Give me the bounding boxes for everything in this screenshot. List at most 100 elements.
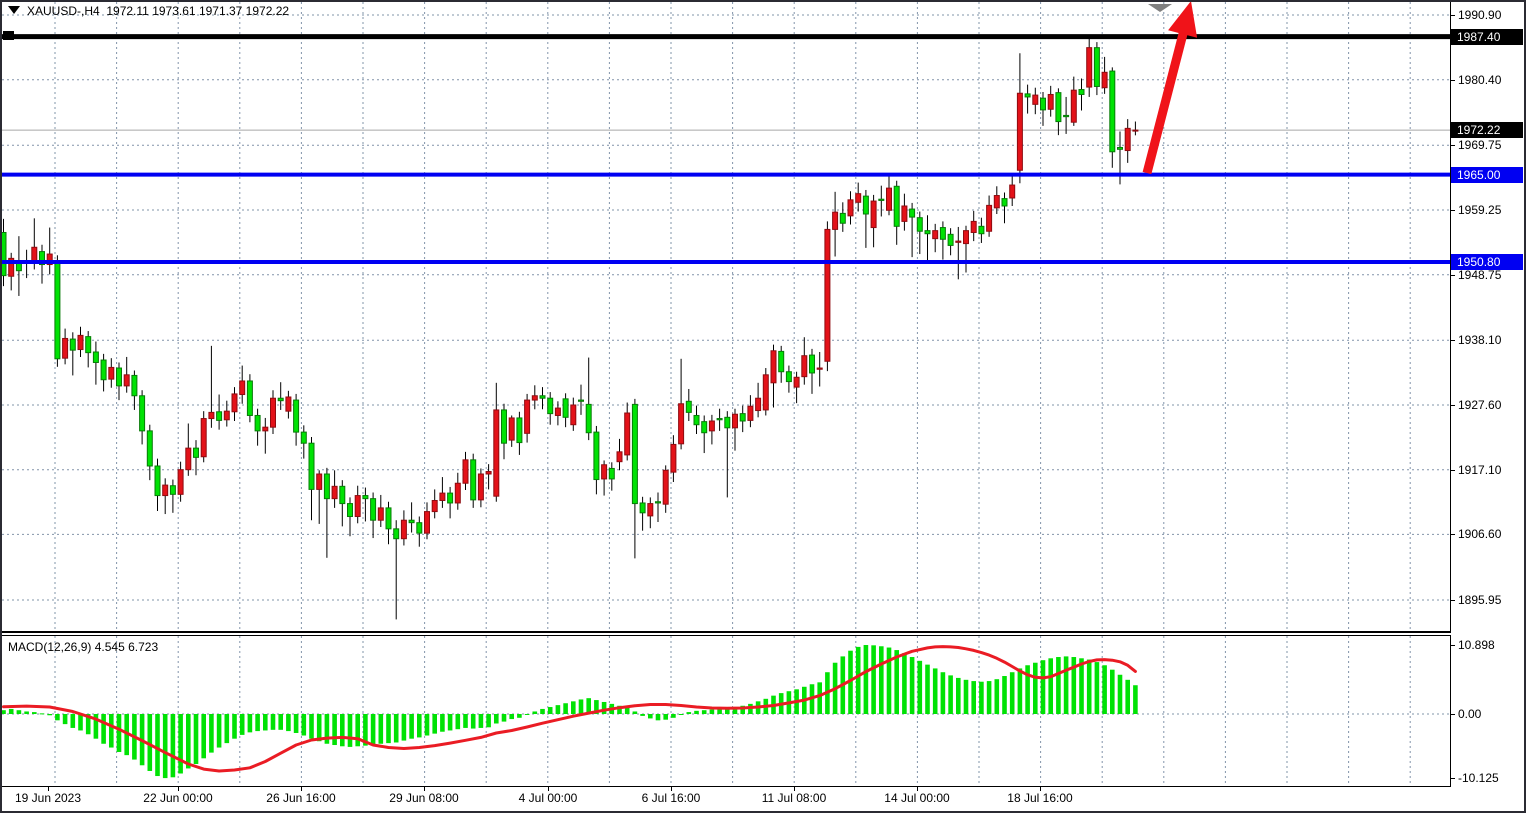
time-axis[interactable]: 19 Jun 2023 22 Jun 00:00 26 Jun 16:00 29 Ju… <box>2 787 1524 811</box>
bull-candle <box>662 469 669 505</box>
line-anchor-square[interactable] <box>3 31 14 40</box>
bear-candle <box>685 400 692 413</box>
bull-candle <box>377 507 384 521</box>
bear-candle <box>739 413 746 422</box>
bear-candle <box>939 227 946 240</box>
low-value: 1971.37 <box>198 4 243 18</box>
bull-candle <box>208 411 215 420</box>
time-axis-tick <box>548 787 549 791</box>
bull-candle <box>431 499 438 513</box>
bull-candle <box>770 350 777 384</box>
bear-candle <box>1109 70 1116 153</box>
bear-candle <box>169 485 176 495</box>
bull-candle <box>285 396 292 412</box>
price-axis[interactable]: 1990.90 1980.40 1969.75 1959.25 1948.75 1938.… <box>1451 2 1524 787</box>
axis-tick <box>1451 79 1455 81</box>
bear-candle <box>246 380 253 416</box>
bear-candle <box>146 430 153 467</box>
bear-candle <box>593 431 600 481</box>
trend-arrow-up[interactable] <box>1142 2 1198 175</box>
bear-candle <box>978 225 985 235</box>
bear-candle <box>408 519 415 524</box>
time-tick-label: 6 Jul 16:00 <box>641 791 701 805</box>
bull-candle <box>331 485 338 500</box>
bear-candle <box>92 351 99 363</box>
bull-candle <box>747 405 754 421</box>
bull-candle <box>185 447 192 471</box>
time-tick-label: 26 Jun 16:00 <box>266 791 336 805</box>
bear-candle <box>701 421 708 434</box>
price-badge-1972.22: 1972.22 <box>1451 122 1523 139</box>
bull-candle <box>993 195 1000 209</box>
bull-candle <box>986 204 993 232</box>
candlestick-chart[interactable] <box>2 2 1450 631</box>
bear-candle <box>362 495 369 500</box>
macd-params-label: MACD(12,26,9) <box>8 640 92 654</box>
bull-candle <box>1086 47 1093 88</box>
bear-candle <box>862 195 869 215</box>
macd-indicator-panel[interactable] <box>2 636 1451 787</box>
macd-signal-value: 6.723 <box>128 640 159 654</box>
price-chart-panel[interactable] <box>2 2 1451 631</box>
axis-tick <box>1451 645 1455 647</box>
bear-candle <box>1024 93 1031 98</box>
bull-candle <box>955 240 962 243</box>
bear-candle <box>539 395 546 399</box>
macd-histogram <box>2 645 1138 779</box>
bear-candle <box>1093 47 1100 87</box>
bear-candle <box>562 398 569 418</box>
price-tick-label: 1906.60 <box>1458 527 1502 542</box>
bull-candle <box>554 407 561 416</box>
macd-tick-label: 10.898 <box>1458 638 1495 653</box>
price-tick-label: 1980.40 <box>1458 72 1502 87</box>
bull-candle <box>477 473 484 501</box>
symbol-dropdown-icon[interactable] <box>8 6 20 14</box>
bull-candle <box>231 393 238 413</box>
bear-candle <box>39 251 45 266</box>
macd-label: MACD(12,26,9) 4.545 6.723 <box>8 640 158 654</box>
bull-candle <box>62 337 69 359</box>
bull-candle <box>400 519 407 540</box>
bull-candle <box>1009 184 1016 199</box>
bear-candle <box>585 403 592 434</box>
bear-candle <box>578 399 584 402</box>
bear-candle <box>947 233 954 246</box>
price-tick-label: 1969.75 <box>1458 138 1502 153</box>
bull-candle <box>570 404 577 426</box>
time-axis-tick <box>301 787 302 791</box>
macd-chart[interactable] <box>2 636 1450 786</box>
bull-candle <box>932 230 939 240</box>
bull-candle <box>262 426 269 432</box>
bear-candle <box>308 442 315 490</box>
time-tick-label: 18 Jul 16:00 <box>1007 791 1073 805</box>
bull-candle <box>963 230 969 245</box>
candles[interactable] <box>2 35 1139 620</box>
axis-tick <box>1451 145 1455 147</box>
time-tick-label: 29 Jun 08:00 <box>389 791 459 805</box>
bear-candle <box>516 417 523 444</box>
price-tick-label: 1938.10 <box>1458 333 1502 348</box>
bear-candle <box>131 374 138 397</box>
bull-candle <box>832 211 839 230</box>
bull-candle <box>708 420 715 432</box>
chart-shift-marker-icon[interactable] <box>1148 4 1172 12</box>
bear-candle <box>116 367 122 387</box>
bear-candle <box>909 208 916 218</box>
bull-candle <box>1016 92 1023 171</box>
bull-candle <box>801 355 808 378</box>
price-badge-1987.40: 1987.40 <box>1451 28 1523 45</box>
bear-candle <box>347 503 353 518</box>
bull-candle <box>162 484 169 497</box>
bear-candle <box>447 492 454 504</box>
bull-candle <box>847 199 854 217</box>
price-tick-label: 1917.10 <box>1458 462 1502 477</box>
bull-candle <box>508 417 515 441</box>
panel-divider[interactable] <box>2 631 1451 636</box>
bull-candle <box>616 451 623 463</box>
bull-candle <box>601 464 608 480</box>
high-value: 1973.61 <box>152 4 196 18</box>
time-tick-label: 4 Jul 00:00 <box>518 791 578 805</box>
bear-candle <box>839 212 846 224</box>
axis-tick <box>1451 778 1455 780</box>
bull-candle <box>901 205 908 222</box>
